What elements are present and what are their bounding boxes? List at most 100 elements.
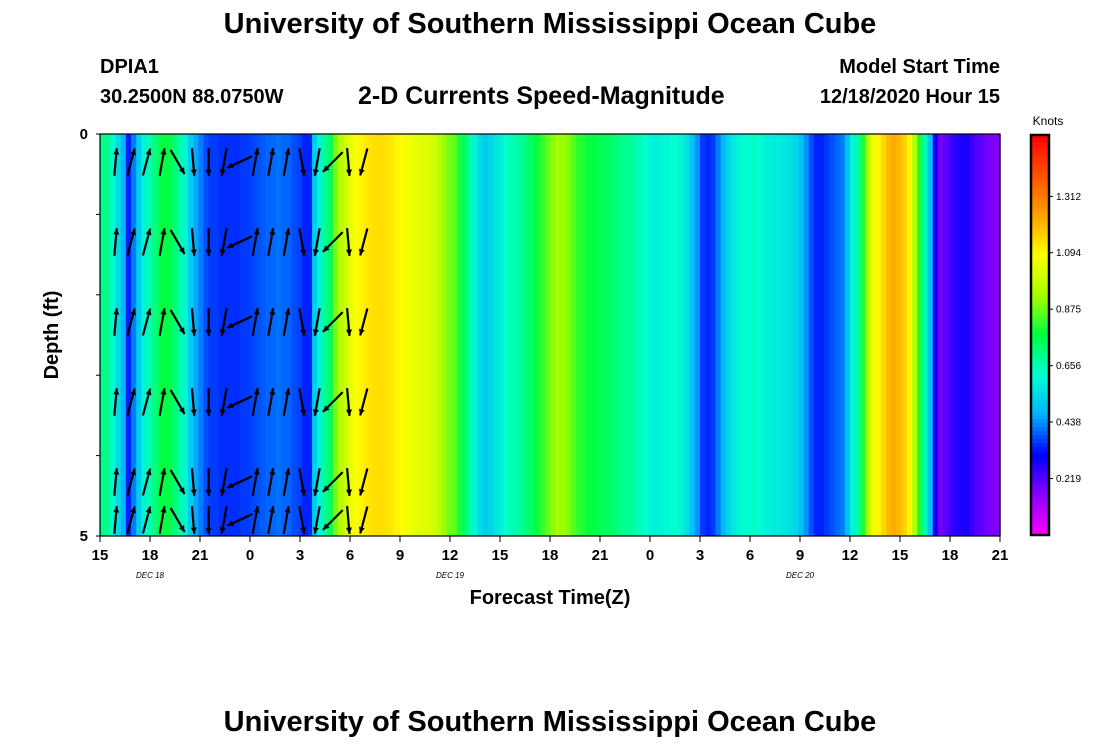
current-arrow: [219, 468, 228, 496]
heatmap-cell: [798, 134, 805, 536]
x-tick-label: 6: [746, 547, 754, 564]
heatmap-cell: [813, 134, 820, 536]
colorbar-segment: [1031, 303, 1049, 308]
heatmap-cell: [591, 134, 598, 536]
current-arrow: [251, 228, 260, 256]
colorbar: 1.312 1.094 0.875 0.656 0.438 0.219: [1029, 133, 1081, 537]
heatmap-cell: [534, 134, 541, 536]
colorbar-segment: [1031, 463, 1049, 468]
heatmap-cell: [808, 134, 815, 536]
current-arrow: [298, 388, 307, 416]
colorbar-segment: [1031, 315, 1049, 320]
current-arrow: [322, 509, 344, 531]
colorbar-segment: [1031, 403, 1049, 408]
current-arrow: [345, 228, 352, 256]
current-arrow: [219, 148, 228, 176]
current-arrow: [226, 155, 253, 169]
current-arrow: [205, 388, 212, 416]
heatmap-cell: [410, 134, 417, 536]
x-axis-label: Forecast Time(Z): [470, 587, 631, 609]
heatmap-cell: [115, 134, 122, 536]
heatmap-cell: [772, 134, 779, 536]
heatmap-cell: [684, 134, 691, 536]
heatmap-cell: [286, 134, 292, 536]
heatmap-cell: [958, 134, 965, 536]
current-arrow: [251, 148, 260, 176]
heatmap-cell: [353, 134, 360, 536]
current-arrow: [267, 228, 275, 256]
x-tick-label: 6: [346, 547, 354, 564]
colorbar-segment: [1031, 319, 1049, 324]
current-arrow: [169, 229, 186, 255]
colorbar-segment: [1031, 251, 1049, 256]
current-arrow: [312, 148, 321, 176]
x-tick-label: 21: [192, 547, 209, 564]
current-arrow: [358, 506, 369, 534]
current-arrow: [158, 388, 167, 416]
heatmap-cell: [441, 134, 448, 536]
heatmap-cell: [674, 134, 680, 536]
current-arrow: [358, 308, 369, 336]
colorbar-segment: [1031, 255, 1049, 260]
colorbar-segment: [1031, 499, 1049, 504]
heatmap-cell: [306, 134, 313, 536]
heatmap-cell: [539, 134, 546, 536]
colorbar-segment: [1031, 295, 1049, 300]
heatmap-cell: [870, 134, 877, 536]
colorbar-segment: [1031, 395, 1049, 400]
heatmap-cell: [167, 134, 174, 536]
colorbar-segment: [1031, 235, 1049, 240]
heatmap-cell: [162, 134, 168, 536]
heatmap-cell: [172, 134, 179, 536]
current-arrow: [205, 468, 212, 496]
current-arrow: [298, 148, 307, 176]
heatmap-cell: [787, 134, 794, 536]
colorbar-tick-label: 0.656: [1056, 361, 1081, 372]
heatmap-cell: [855, 134, 861, 536]
colorbar-segment: [1031, 347, 1049, 352]
colorbar-segment: [1031, 259, 1049, 264]
current-arrow: [358, 148, 369, 176]
current-arrow: [251, 468, 260, 496]
colorbar-segment: [1031, 199, 1049, 204]
heatmap-cell: [953, 134, 960, 536]
heatmap: [100, 134, 1001, 536]
colorbar-segment: [1031, 211, 1049, 216]
footer-title: University of Southern Mississippi Ocean…: [223, 706, 877, 738]
colorbar-segment: [1031, 155, 1049, 160]
x-tick-label: 0: [246, 547, 254, 564]
heatmap-cell: [415, 134, 422, 536]
current-arrow: [358, 228, 369, 256]
heatmap-cell: [865, 134, 872, 536]
page-title: University of Southern Mississippi Ocean…: [223, 8, 877, 40]
colorbar-segment: [1031, 367, 1049, 372]
colorbar-segment: [1031, 139, 1049, 144]
colorbar-segment: [1031, 523, 1049, 528]
colorbar-segment: [1031, 483, 1049, 488]
heatmap-cell: [394, 134, 401, 536]
heatmap-cell: [260, 134, 267, 536]
current-arrow: [345, 308, 352, 336]
current-arrow: [190, 308, 197, 336]
heatmap-cell: [886, 134, 892, 536]
colorbar-segment: [1031, 179, 1049, 184]
current-arrow: [226, 315, 253, 329]
colorbar-segment: [1031, 307, 1049, 312]
model-start-label: Model Start Time: [839, 56, 1000, 78]
heatmap-cell: [917, 134, 924, 536]
x-tick-label: 21: [992, 547, 1009, 564]
heatmap-cell: [120, 134, 127, 536]
heatmap-cell: [705, 134, 711, 536]
colorbar-segment: [1031, 327, 1049, 332]
current-arrow: [205, 308, 212, 336]
current-arrow: [113, 506, 120, 534]
heatmap-cell: [927, 134, 934, 536]
current-arrow: [226, 235, 253, 249]
heatmap-cell: [627, 134, 634, 536]
x-tick-label: 3: [696, 547, 704, 564]
current-arrow: [126, 308, 136, 336]
colorbar-tick-label: 0.219: [1056, 474, 1081, 485]
colorbar-segment: [1031, 339, 1049, 344]
colorbar-segment: [1031, 503, 1049, 508]
heatmap-cell: [932, 134, 939, 536]
